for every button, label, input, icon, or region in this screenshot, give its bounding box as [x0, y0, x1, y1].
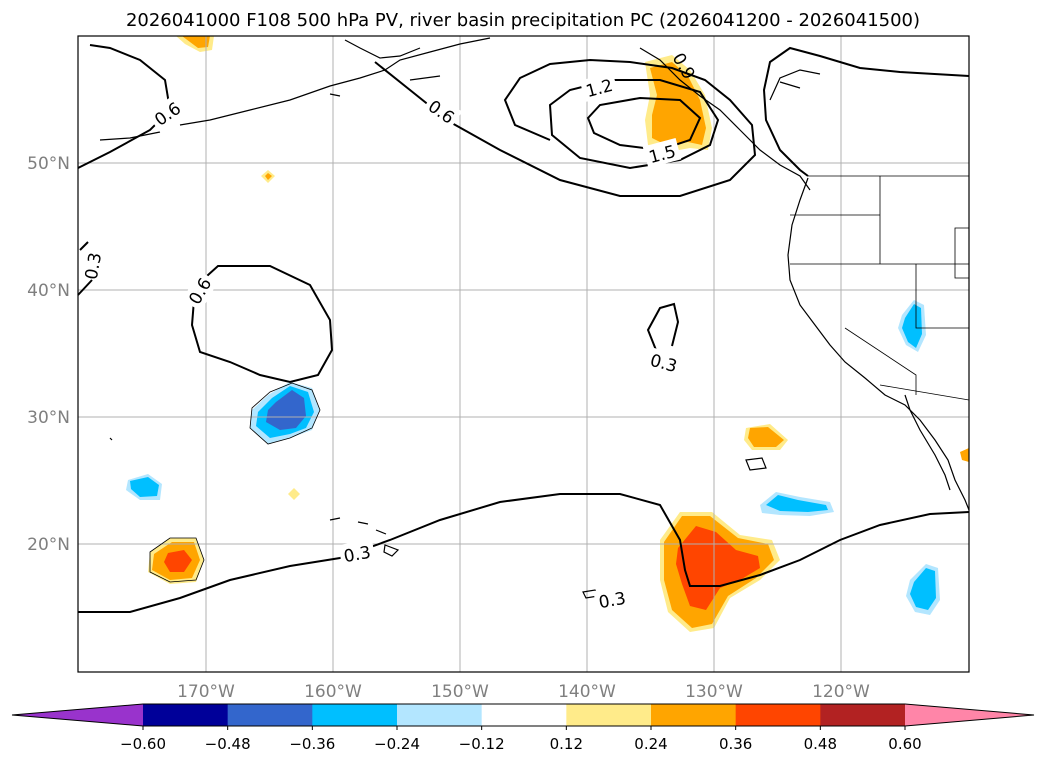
coastline: [904, 394, 951, 491]
figure-title: 2026041000 F108 500 hPa PV, river basin …: [126, 10, 920, 31]
colorbar-cell: [820, 704, 906, 726]
precip-area: [766, 495, 828, 512]
pv-contour: [646, 302, 680, 351]
graticule: [78, 36, 969, 672]
lon-label: 130°W: [685, 682, 743, 702]
colorbar-cell: [227, 704, 313, 726]
colorbar-extend-right: [905, 704, 1034, 726]
lat-label: 50°N: [27, 154, 70, 174]
coastline: [787, 177, 970, 511]
political-borders: [790, 175, 970, 401]
map-panel: 0.6 0.6 1.2 0.9 1.5 0.3 0.6 0.3 0.3 0.3: [77, 35, 970, 673]
colorbar-cell: [143, 704, 229, 726]
colorbar-tick-label: 0.48: [804, 735, 837, 753]
colorbar-extend-left: [12, 704, 143, 726]
coastline: [769, 69, 821, 101]
colorbar-cell: [566, 704, 652, 726]
colorbar-tick-label: −0.60: [120, 735, 166, 753]
colorbar-tick-label: 0.60: [888, 735, 921, 753]
precip-area: [676, 526, 760, 610]
lon-label: 170°W: [177, 682, 235, 702]
colorbar-cells: [143, 704, 906, 726]
colorbar-cell: [651, 704, 737, 726]
colorbar-ticks: −0.60 −0.48 −0.36 −0.24 −0.12 0.12 0.24 0.36 0.4…: [120, 726, 922, 753]
pv-contour: [762, 46, 970, 177]
colorbar-tick-label: −0.48: [205, 735, 251, 753]
colorbar-tick-label: −0.12: [459, 735, 505, 753]
colorbar-cell: [735, 704, 821, 726]
coastline: [329, 39, 441, 97]
precip-area: [130, 477, 159, 497]
precip-area: [910, 568, 936, 610]
pv-contour: [78, 493, 970, 613]
contour-label: 0.3: [82, 251, 106, 281]
colorbar-tick-label: 0.24: [634, 735, 667, 753]
colorbar: −0.60 −0.48 −0.36 −0.24 −0.12 0.12 0.24 0.36 0.4…: [11, 703, 1035, 753]
pv-contour: [374, 58, 757, 197]
precip-area: [288, 488, 300, 500]
precip-area: [182, 36, 210, 48]
lon-label: 140°W: [558, 682, 616, 702]
precip-area: [960, 448, 969, 462]
latitude-labels: 50°N 40°N 30°N 20°N: [27, 154, 70, 555]
colorbar-cell: [397, 704, 483, 726]
colorbar-cell: [481, 704, 567, 726]
contour-label: 0.3: [342, 543, 372, 567]
precip-shading: [126, 36, 969, 632]
longitude-labels: 170°W 160°W 150°W 140°W 130°W 120°W: [177, 682, 870, 702]
map-frame: [77, 35, 970, 673]
pv-contour: [77, 241, 93, 296]
pv-contour: [249, 382, 321, 445]
contour-label: 0.3: [597, 589, 627, 613]
precip-area: [266, 390, 306, 430]
border: [790, 176, 970, 401]
pv-contours: [77, 44, 970, 613]
precip-area: [650, 62, 706, 146]
colorbar-tick-label: 0.36: [719, 735, 752, 753]
lon-label: 150°W: [431, 682, 489, 702]
precip-area: [748, 427, 784, 447]
lat-label: 20°N: [27, 535, 70, 555]
precip-area: [164, 550, 192, 572]
map-background: [78, 36, 969, 672]
coastline: [329, 517, 400, 557]
coastline: [639, 47, 811, 191]
colorbar-tick-label: −0.36: [289, 735, 335, 753]
precip-area: [265, 173, 272, 180]
colorbar-cell: [312, 704, 398, 726]
coastline: [99, 37, 491, 141]
lon-label: 120°W: [812, 682, 870, 702]
lat-label: 40°N: [27, 281, 70, 301]
colorbar-tick-label: −0.24: [374, 735, 420, 753]
lat-label: 30°N: [27, 408, 70, 428]
pv-contour: [586, 96, 702, 152]
colorbar-tick-label: 0.12: [550, 735, 583, 753]
pv-contour: [149, 537, 205, 583]
precip-area: [902, 304, 922, 348]
pv-contour: [77, 44, 172, 169]
coastlines: [99, 37, 970, 599]
lon-label: 160°W: [304, 682, 362, 702]
